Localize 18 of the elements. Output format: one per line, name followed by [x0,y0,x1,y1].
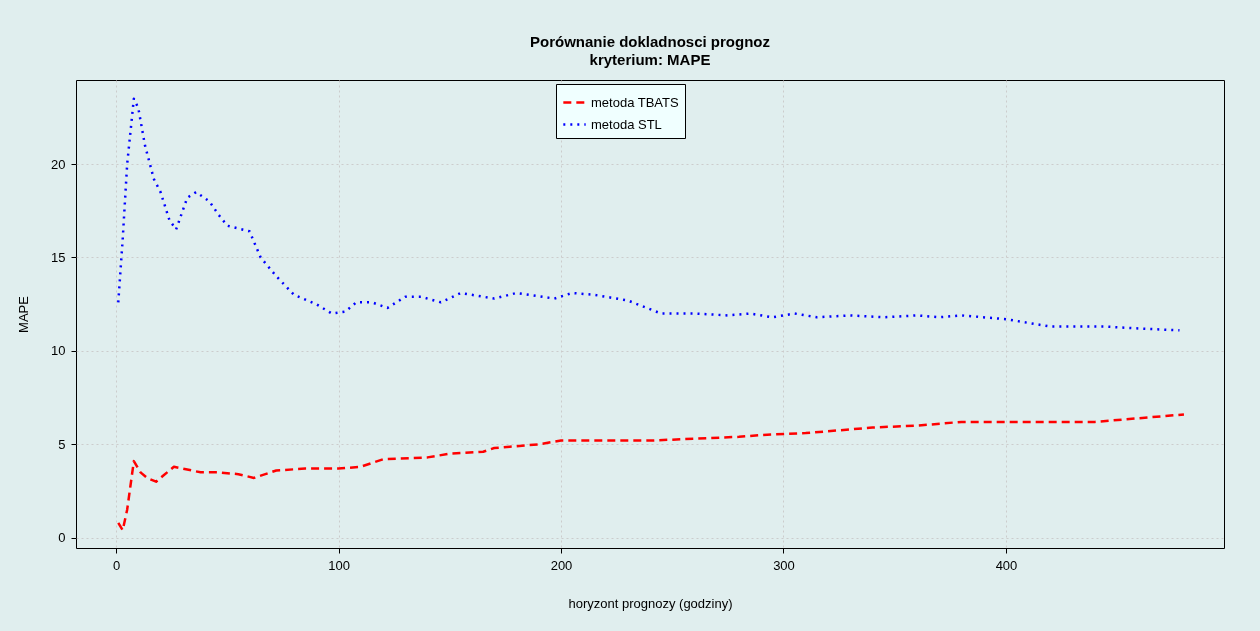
legend-label: metoda TBATS [591,94,679,110]
x-axis-title: horyzont prognozy (godziny) [568,595,733,611]
line-series [117,97,1181,332]
x-tick-label: 200 [550,557,573,573]
y-tick-label: 20 [51,156,66,172]
y-tick-label: 15 [51,249,66,265]
chart-title: Porównanie dokladnosci prognoz [529,33,771,50]
x-tick-label: 0 [112,557,121,573]
x-tick-label: 400 [995,557,1018,573]
x-tick-label: 300 [773,557,795,573]
legend-label: metoda STL [591,116,662,132]
y-tick-label: 5 [58,436,66,452]
x-tick-label: 100 [328,557,350,573]
chart-subtitle: kryterium: MAPE [589,51,711,68]
line-series [117,413,1186,532]
y-axis-title: MAPE [16,295,32,333]
y-tick-label: 0 [58,530,66,546]
y-tick-label: 10 [51,343,66,359]
